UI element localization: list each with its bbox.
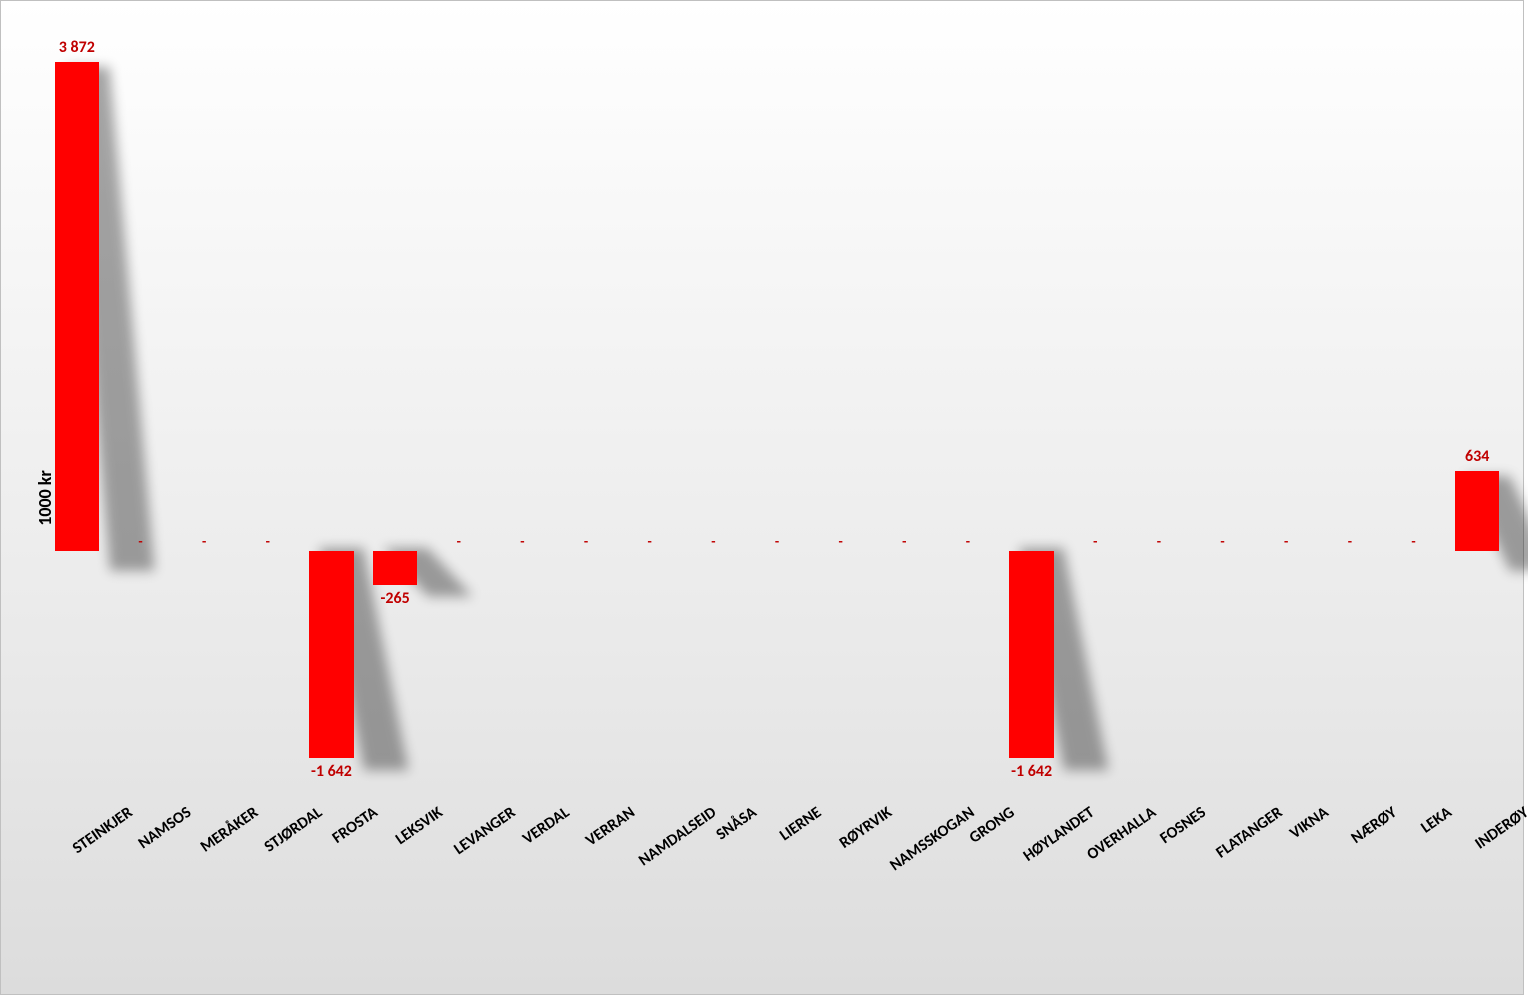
plot-area: 3 872 STEINKJER - NAMSOS - MERÅKER - STJØRDAL -1… xyxy=(45,21,1509,891)
bar xyxy=(309,551,354,758)
category-label: FOSNES xyxy=(1157,803,1210,848)
data-label: 634 xyxy=(1465,447,1489,466)
bar xyxy=(1009,551,1054,758)
bar xyxy=(373,551,418,584)
data-label-zero: - xyxy=(966,533,970,550)
data-label-zero: - xyxy=(838,533,842,550)
category-label: NÆRØY xyxy=(1348,803,1401,848)
category-label: LIERNE xyxy=(776,803,825,845)
category-label: SNÅSA xyxy=(713,803,761,844)
data-label: -1 642 xyxy=(1011,762,1052,781)
chart-container: 1000 kr 3 872STEINKJER-NAMSOS-MERÅKER-ST… xyxy=(0,0,1524,995)
data-label-zero: - xyxy=(1157,533,1161,550)
data-label-zero: - xyxy=(902,533,906,550)
data-label-zero: - xyxy=(266,533,270,550)
category-label: LEKA xyxy=(1417,803,1455,838)
data-label-zero: - xyxy=(457,533,461,550)
category-label: NAMSOS xyxy=(135,803,195,853)
data-label-zero: - xyxy=(1348,533,1352,550)
category-label: GRONG xyxy=(966,803,1018,848)
category-label: VIKNA xyxy=(1287,803,1333,843)
category-label: STEINKJER xyxy=(69,803,136,858)
bar xyxy=(1455,471,1500,551)
category-label: OVERHALLA xyxy=(1084,803,1160,864)
data-label: 3 872 xyxy=(59,38,95,57)
category-label: NAMSSKOGAN xyxy=(887,803,979,875)
category-label: VERDAL xyxy=(520,803,574,849)
data-label: -265 xyxy=(380,589,409,608)
data-label-zero: - xyxy=(1220,533,1224,550)
data-label-zero: - xyxy=(138,533,142,550)
data-label-zero: - xyxy=(711,533,715,550)
data-label-zero: - xyxy=(520,533,524,550)
category-label: VERRAN xyxy=(582,803,638,850)
data-label-zero: - xyxy=(1093,533,1097,550)
data-label-zero: - xyxy=(648,533,652,550)
category-label: LEKSVIK xyxy=(392,803,446,849)
data-label-zero: - xyxy=(1411,533,1415,550)
data-label-zero: - xyxy=(1284,533,1288,550)
category-label: LEVANGER xyxy=(450,803,519,859)
category-label: MERÅKER xyxy=(197,803,262,856)
category-label: INDERØY xyxy=(1472,803,1528,853)
data-label: -1 642 xyxy=(311,762,352,781)
data-label-zero: - xyxy=(775,533,779,550)
category-label: NAMDALSEID xyxy=(635,803,720,870)
category-label: FLATANGER xyxy=(1212,803,1286,862)
data-label-zero: - xyxy=(584,533,588,550)
category-label: FROSTA xyxy=(329,803,381,848)
category-label: HØYLANDET xyxy=(1019,803,1097,866)
category-label: STJØRDAL xyxy=(261,803,326,856)
bar xyxy=(55,62,100,551)
category-label: RØYRVIK xyxy=(836,803,896,853)
data-label-zero: - xyxy=(202,533,206,550)
